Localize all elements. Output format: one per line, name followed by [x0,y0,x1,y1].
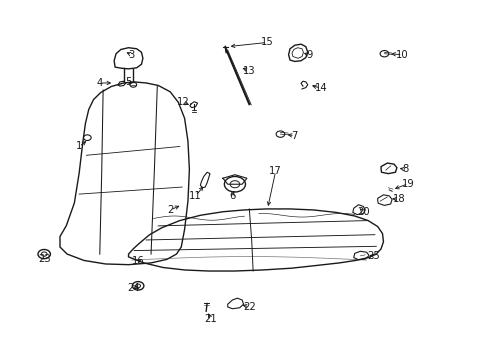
Text: 3: 3 [128,50,135,60]
Text: 21: 21 [204,314,217,324]
Text: 20: 20 [356,207,369,217]
Text: 9: 9 [305,50,312,60]
Text: 4: 4 [97,78,102,88]
Text: 15: 15 [261,37,273,48]
Text: 2: 2 [167,205,173,215]
Text: 5: 5 [125,77,131,87]
Text: 17: 17 [269,166,282,176]
Text: 7: 7 [291,131,297,141]
Text: 16: 16 [131,256,144,266]
Text: 11: 11 [189,191,202,201]
Text: 22: 22 [243,302,255,312]
Text: 13: 13 [243,66,255,76]
Text: 23: 23 [38,255,50,264]
Text: 19: 19 [401,179,414,189]
Text: 6: 6 [229,191,235,201]
Text: 12: 12 [177,98,189,107]
Text: 8: 8 [401,165,407,174]
Text: 1: 1 [76,141,82,152]
Text: 25: 25 [367,251,380,261]
Text: 14: 14 [314,83,327,93]
Text: 10: 10 [395,50,408,60]
Text: 18: 18 [392,194,404,204]
Text: 24: 24 [127,283,140,293]
